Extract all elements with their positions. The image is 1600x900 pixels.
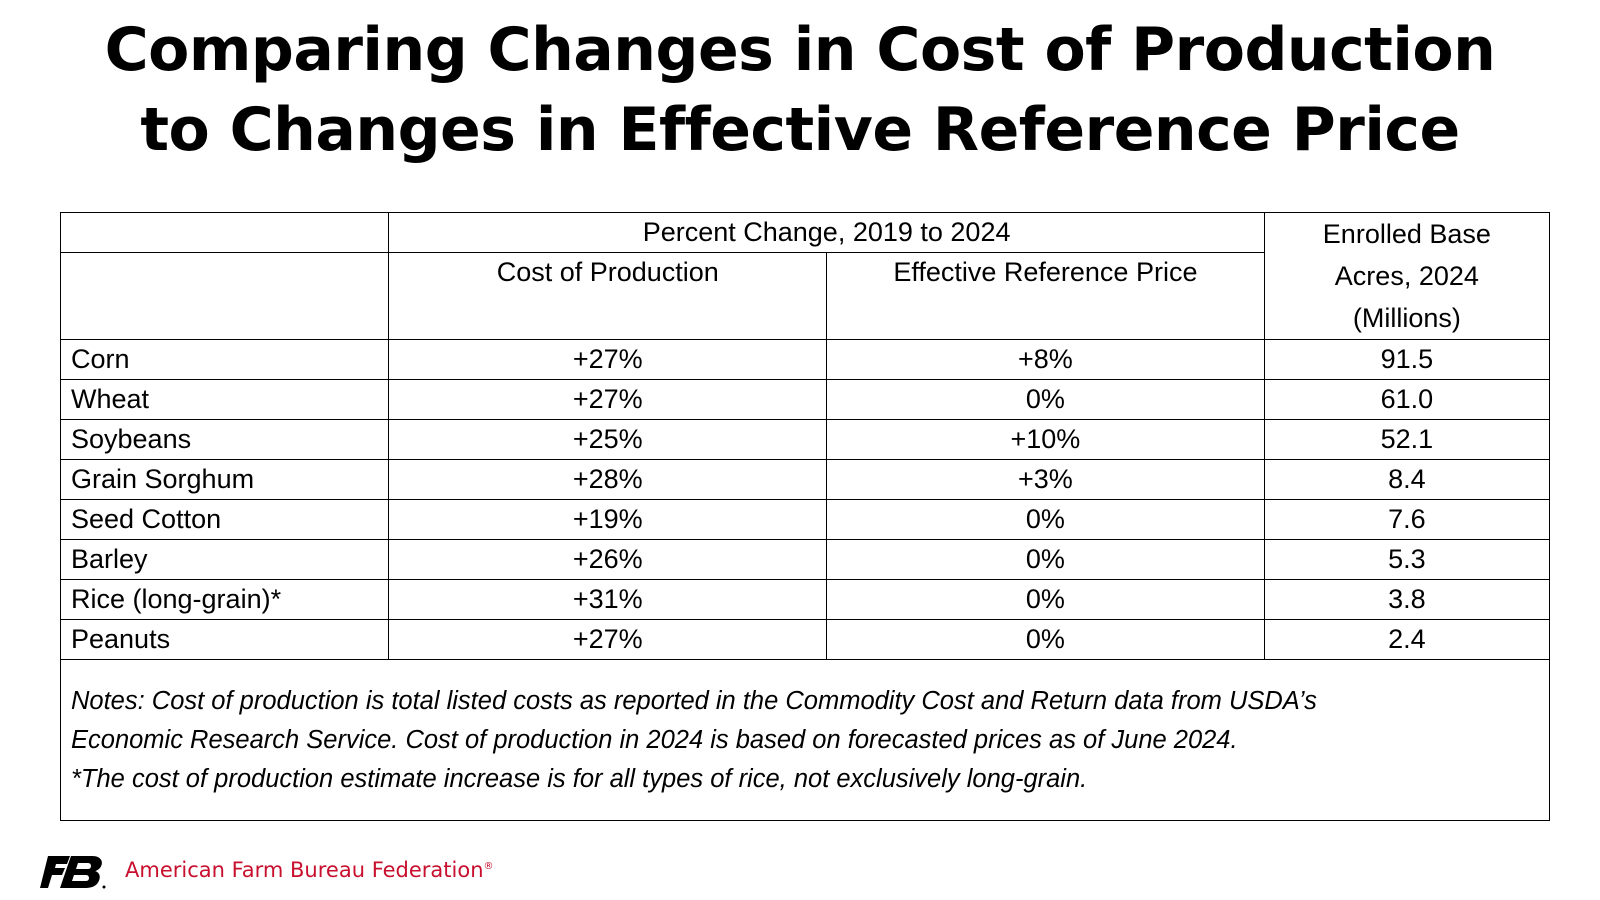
enrolled-base-acres-cell: 5.3 bbox=[1263, 539, 1551, 580]
notes-line-2: Economic Research Service. Cost of produ… bbox=[71, 725, 1238, 754]
cost-of-production-cell: +28% bbox=[388, 459, 828, 500]
header-cost-of-production: Cost of Production bbox=[388, 252, 828, 340]
effective-reference-price-cell: 0% bbox=[826, 379, 1265, 420]
cost-of-production-cell: +27% bbox=[388, 379, 828, 420]
cost-of-production-cell: +31% bbox=[388, 579, 828, 620]
effective-reference-price-cell: +3% bbox=[826, 459, 1265, 500]
enrolled-base-acres-cell: 8.4 bbox=[1263, 459, 1551, 500]
cost-of-production-cell: +27% bbox=[388, 339, 828, 380]
group-header-percent-change: Percent Change, 2019 to 2024 bbox=[388, 211, 1265, 254]
organization-name: American Farm Bureau Federation® bbox=[125, 858, 494, 882]
table-row: Seed Cotton +19% 0% 7.6 bbox=[59, 499, 1551, 540]
enrolled-base-acres-cell: 61.0 bbox=[1263, 379, 1551, 420]
cost-of-production-cell: +25% bbox=[388, 419, 828, 460]
acres-header-line-2: Acres, 2024 bbox=[1334, 261, 1479, 291]
acres-header-line-1: Enrolled Base bbox=[1322, 219, 1491, 249]
effective-reference-price-cell: 0% bbox=[826, 579, 1265, 620]
table-row: Grain Sorghum +28% +3% 8.4 bbox=[59, 459, 1551, 500]
table-row: Corn +27% +8% 91.5 bbox=[59, 339, 1551, 380]
notes-line-3: *The cost of production estimate increas… bbox=[71, 764, 1088, 793]
enrolled-base-acres-cell: 7.6 bbox=[1263, 499, 1551, 540]
title-line-2: to Changes in Effective Reference Price bbox=[140, 95, 1460, 165]
crop-name-cell: Barley bbox=[59, 539, 390, 580]
acres-header-line-3: (Millions) bbox=[1352, 303, 1461, 333]
crop-name-cell: Peanuts bbox=[59, 619, 390, 660]
comparison-table: Percent Change, 2019 to 2024 Enrolled Ba… bbox=[59, 211, 1551, 821]
table-row: Soybeans +25% +10% 52.1 bbox=[59, 419, 1551, 460]
crop-name-cell: Corn bbox=[59, 339, 390, 380]
enrolled-base-acres-cell: 3.8 bbox=[1263, 579, 1551, 620]
effective-reference-price-cell: +10% bbox=[826, 419, 1265, 460]
enrolled-base-acres-cell: 91.5 bbox=[1263, 339, 1551, 380]
header-empty-cell bbox=[59, 252, 390, 340]
table-row: Rice (long-grain)* +31% 0% 3.8 bbox=[59, 579, 1551, 620]
registered-mark: ® bbox=[483, 861, 494, 872]
afbf-logo-icon bbox=[40, 856, 106, 889]
title-line-1: Comparing Changes in Cost of Production bbox=[104, 15, 1496, 85]
crop-name-cell: Seed Cotton bbox=[59, 499, 390, 540]
organization-name-text: American Farm Bureau Federation bbox=[125, 858, 484, 882]
enrolled-base-acres-cell: 52.1 bbox=[1263, 419, 1551, 460]
table-header-row-1: Percent Change, 2019 to 2024 Enrolled Ba… bbox=[59, 211, 1551, 340]
table-row: Barley +26% 0% 5.3 bbox=[59, 539, 1551, 580]
notes-row: Notes: Cost of production is total liste… bbox=[60, 659, 1550, 821]
table-notes: Notes: Cost of production is total liste… bbox=[60, 659, 1550, 821]
effective-reference-price-cell: +8% bbox=[826, 339, 1265, 380]
effective-reference-price-cell: 0% bbox=[826, 499, 1265, 540]
notes-line-1: Notes: Cost of production is total liste… bbox=[71, 686, 1317, 715]
crop-name-cell: Soybeans bbox=[59, 419, 390, 460]
header-enrolled-base-acres: Enrolled Base Acres, 2024 (Millions) bbox=[1263, 212, 1551, 340]
table-body: Corn +27% +8% 91.5 Wheat +27% 0% 61.0 Soybeans +2… bbox=[59, 339, 1551, 821]
header-effective-reference-price: Effective Reference Price bbox=[826, 252, 1265, 340]
cost-of-production-cell: +27% bbox=[388, 619, 828, 660]
crop-name-cell: Grain Sorghum bbox=[59, 459, 390, 500]
table-row: Peanuts +27% 0% 2.4 bbox=[59, 619, 1551, 660]
cost-of-production-cell: +26% bbox=[388, 539, 828, 580]
crop-name-cell: Wheat bbox=[59, 379, 390, 420]
effective-reference-price-cell: 0% bbox=[826, 619, 1265, 660]
crop-name-cell: Rice (long-grain)* bbox=[59, 579, 390, 620]
enrolled-base-acres-cell: 2.4 bbox=[1263, 619, 1551, 660]
table-row: Wheat +27% 0% 61.0 bbox=[59, 379, 1551, 420]
page-title: Comparing Changes in Cost of Production … bbox=[0, 10, 1600, 170]
header-empty-cell bbox=[59, 211, 390, 254]
effective-reference-price-cell: 0% bbox=[826, 539, 1265, 580]
cost-of-production-cell: +19% bbox=[388, 499, 828, 540]
